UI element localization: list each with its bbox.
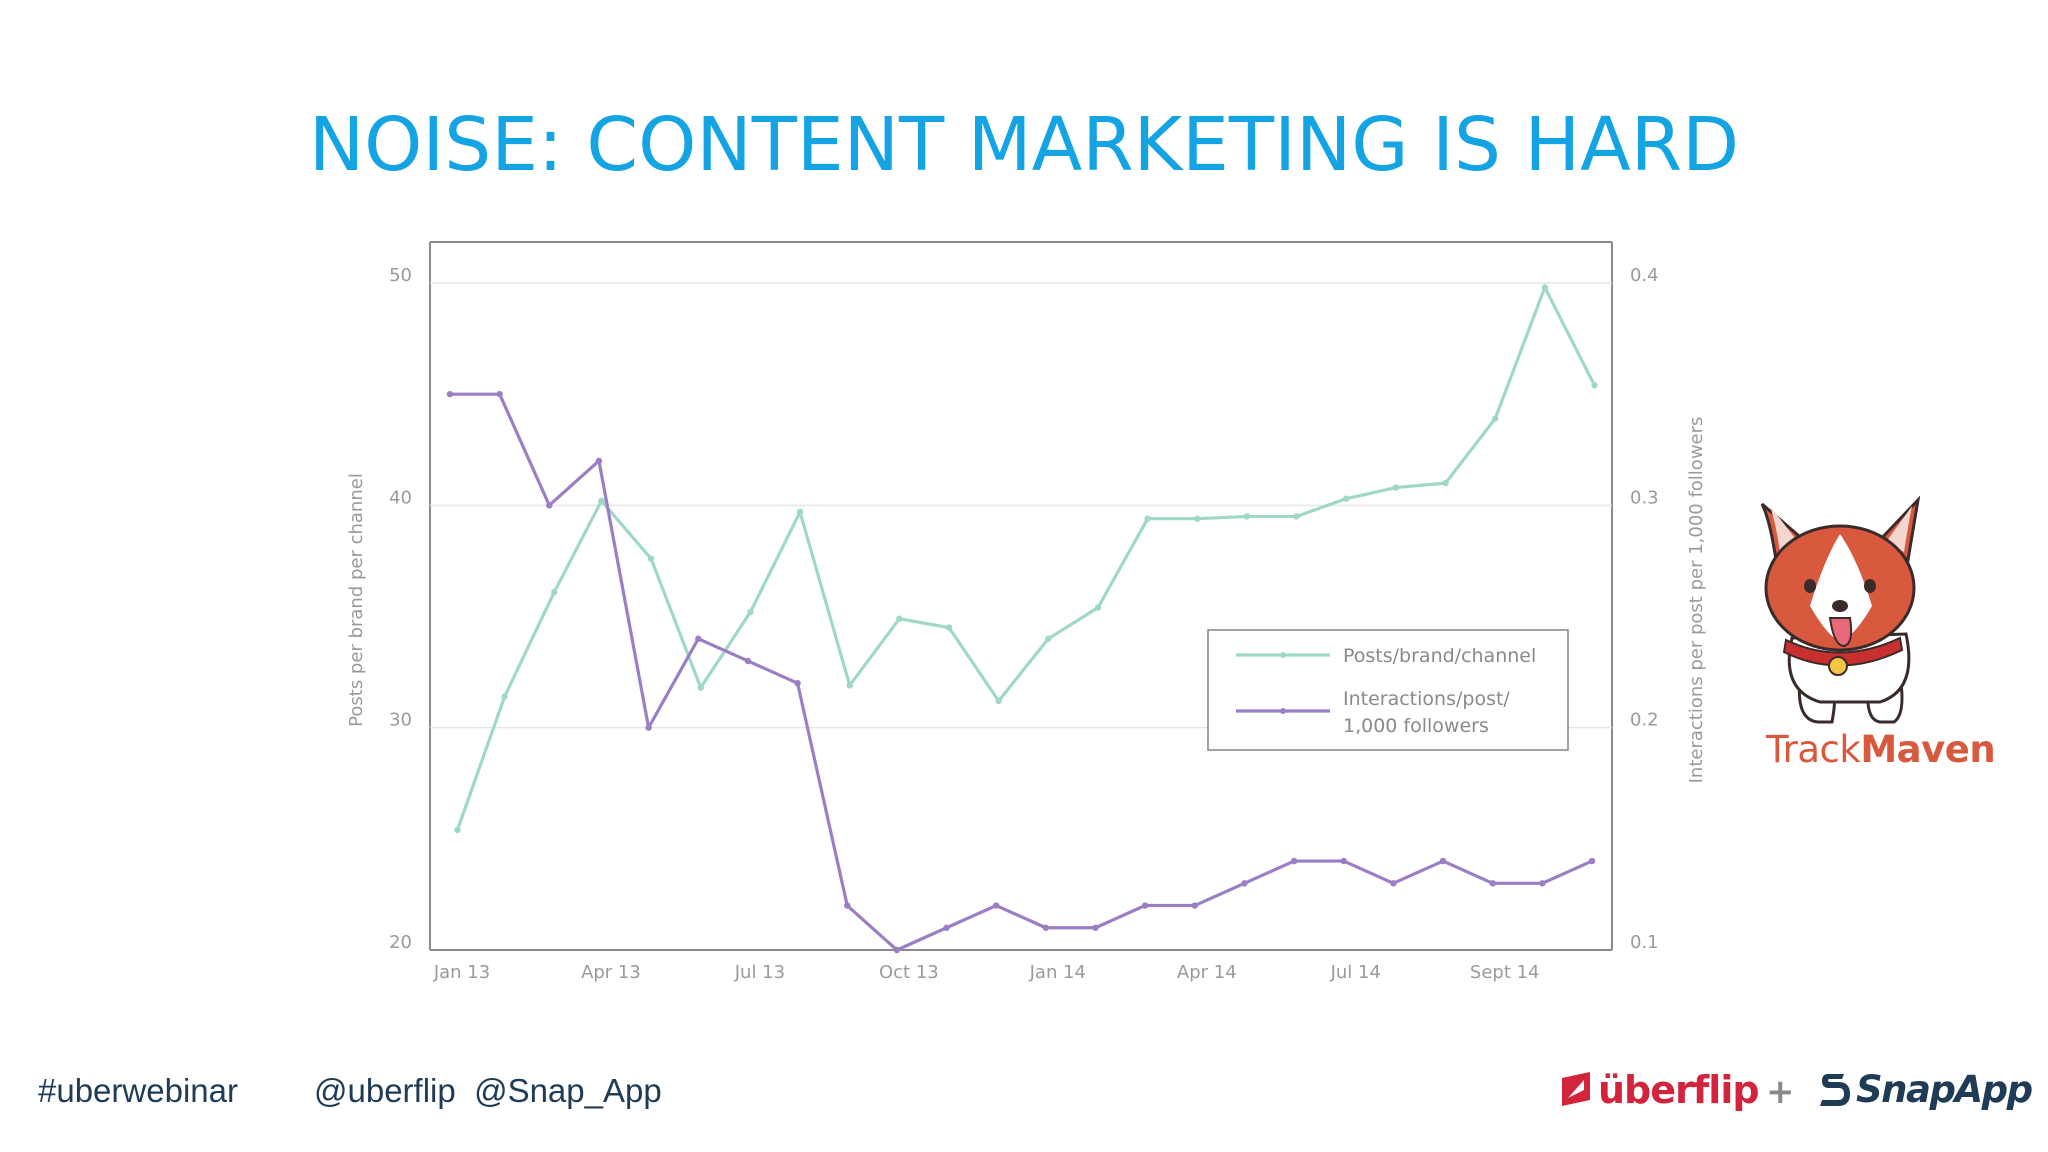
series-2-point bbox=[496, 390, 503, 398]
series-1-point bbox=[697, 684, 704, 691]
slide-title: NOISE: CONTENT MARKETING IS HARD bbox=[308, 102, 1740, 188]
series-2-point bbox=[992, 902, 1000, 909]
x-tick-label: Oct 13 bbox=[879, 962, 939, 983]
series-1-point bbox=[896, 615, 903, 622]
series-2-point bbox=[893, 946, 901, 954]
series-1-point bbox=[846, 682, 853, 689]
sponsor-logos: überflip + SnapApp bbox=[1560, 1068, 2033, 1124]
series-1-point bbox=[1045, 635, 1052, 642]
series-1-point bbox=[454, 826, 461, 834]
x-tick-label: Apr 14 bbox=[1177, 962, 1237, 983]
series-1-point bbox=[1392, 484, 1400, 491]
series-2-point bbox=[546, 502, 553, 509]
series-2-point bbox=[1340, 857, 1347, 865]
series-2-point bbox=[943, 924, 950, 931]
series-1-point bbox=[598, 497, 605, 505]
series-2-point bbox=[595, 457, 603, 465]
plot-frame bbox=[429, 241, 1613, 951]
legend-swatch-1-point bbox=[1280, 652, 1286, 658]
legend-label-2-line: 1,000 followers bbox=[1343, 715, 1489, 737]
legend-label-2-line: Interactions/post/ bbox=[1343, 688, 1510, 710]
series-2-point bbox=[844, 902, 851, 909]
x-tick-label: Jan 13 bbox=[433, 962, 490, 983]
right-tick-label: 0.1 bbox=[1630, 932, 1659, 953]
x-axis-ticks: Jan 13 Apr 13 Jul 13 Oct 13 Jan 14 Apr 14 Jul … bbox=[433, 962, 1540, 983]
left-axis-ticks: 20 30 40 50 bbox=[389, 265, 412, 953]
trackmaven-logo-text: TrackMaven bbox=[1766, 728, 1996, 771]
series-2-point bbox=[446, 390, 454, 398]
series-layer bbox=[446, 284, 1598, 954]
x-tick-label: Jan 14 bbox=[1029, 962, 1086, 983]
x-tick-label: Jul 14 bbox=[1330, 962, 1381, 983]
series-2-point bbox=[1042, 924, 1050, 931]
series-1-point bbox=[1243, 513, 1251, 520]
chart-legend: Posts/brand/channel Interactions/post/1,0… bbox=[1207, 629, 1569, 751]
uberflip-name: überflip bbox=[1598, 1068, 1760, 1112]
series-1-point bbox=[1442, 479, 1449, 487]
x-tick-label: Sept 14 bbox=[1470, 962, 1540, 983]
x-tick-label: Jul 13 bbox=[734, 962, 785, 983]
left-axis-title: Posts per brand per channel bbox=[346, 473, 367, 727]
series-2-point bbox=[794, 680, 801, 687]
legend-swatch-2-point bbox=[1280, 708, 1286, 714]
corgi-mascot-illustration bbox=[1740, 490, 1960, 735]
series-1-point bbox=[1541, 284, 1549, 291]
series-2-point bbox=[1092, 924, 1099, 931]
series-2-point bbox=[645, 724, 652, 731]
series-1-point bbox=[1591, 382, 1598, 389]
series-1-point bbox=[647, 555, 655, 562]
series-1-point bbox=[945, 624, 953, 631]
left-tick-label: 20 bbox=[389, 932, 412, 953]
series-2-point bbox=[744, 657, 752, 665]
series-2-point bbox=[1241, 880, 1248, 887]
trackmaven-name-part1: Track bbox=[1766, 728, 1861, 771]
series-2-point bbox=[1588, 857, 1596, 865]
series-1-point bbox=[1194, 515, 1201, 522]
series-2-point bbox=[1489, 880, 1496, 887]
series-1-point bbox=[501, 693, 508, 700]
series-1-point bbox=[1144, 515, 1151, 522]
snapapp-name: SnapApp bbox=[1856, 1068, 2033, 1111]
snapapp-mark-icon bbox=[1820, 1073, 1850, 1106]
series-2-point bbox=[1141, 902, 1149, 909]
left-tick-label: 30 bbox=[389, 710, 412, 731]
uberflip-logo: überflip bbox=[1560, 1068, 1760, 1112]
line-chart: 20 30 40 50 0.1 0.2 0.3 0.4 Jan 13 Apr 13 Jul 13… bbox=[346, 241, 1707, 983]
series-line-2 bbox=[450, 392, 1593, 952]
series-2-point bbox=[1539, 880, 1546, 887]
uberflip-mark-icon bbox=[1562, 1072, 1590, 1106]
series-2-point bbox=[1390, 880, 1397, 887]
left-tick-label: 50 bbox=[389, 265, 412, 286]
right-tick-label: 0.4 bbox=[1630, 265, 1659, 286]
plus-sign: + bbox=[1766, 1072, 1795, 1112]
right-axis-title: Interactions per post per 1,000 follower… bbox=[1686, 417, 1707, 784]
series-1-point bbox=[747, 608, 754, 616]
series-2-point bbox=[1191, 902, 1198, 909]
legend-box bbox=[1207, 629, 1569, 751]
series-1-point bbox=[995, 697, 1002, 705]
series-1-point bbox=[1293, 513, 1300, 520]
trackmaven-name-part2: Maven bbox=[1860, 728, 1996, 771]
series-2-point bbox=[1439, 857, 1447, 865]
right-axis-ticks: 0.1 0.2 0.3 0.4 bbox=[1630, 265, 1659, 953]
left-tick-label: 40 bbox=[389, 487, 412, 508]
footer-hashtag: #uberwebinar bbox=[38, 1072, 238, 1109]
series-1-point bbox=[796, 508, 804, 516]
series-1-point bbox=[551, 588, 558, 596]
x-tick-label: Apr 13 bbox=[581, 962, 641, 983]
snapapp-logo: SnapApp bbox=[1818, 1068, 2033, 1111]
series-2-point bbox=[695, 635, 702, 642]
axis-titles: Posts per brand per channel Interactions … bbox=[346, 417, 1707, 784]
series-1-point bbox=[1343, 495, 1350, 502]
series-1-point bbox=[1094, 604, 1102, 611]
series-line-1 bbox=[455, 285, 1596, 831]
series-2-point bbox=[1290, 857, 1298, 865]
right-tick-label: 0.2 bbox=[1630, 710, 1659, 731]
series-1-point bbox=[1491, 415, 1499, 422]
right-tick-label: 0.3 bbox=[1630, 487, 1659, 508]
legend-label-1: Posts/brand/channel bbox=[1343, 645, 1536, 667]
footer-handles: @uberflip @Snap_App bbox=[314, 1072, 662, 1109]
